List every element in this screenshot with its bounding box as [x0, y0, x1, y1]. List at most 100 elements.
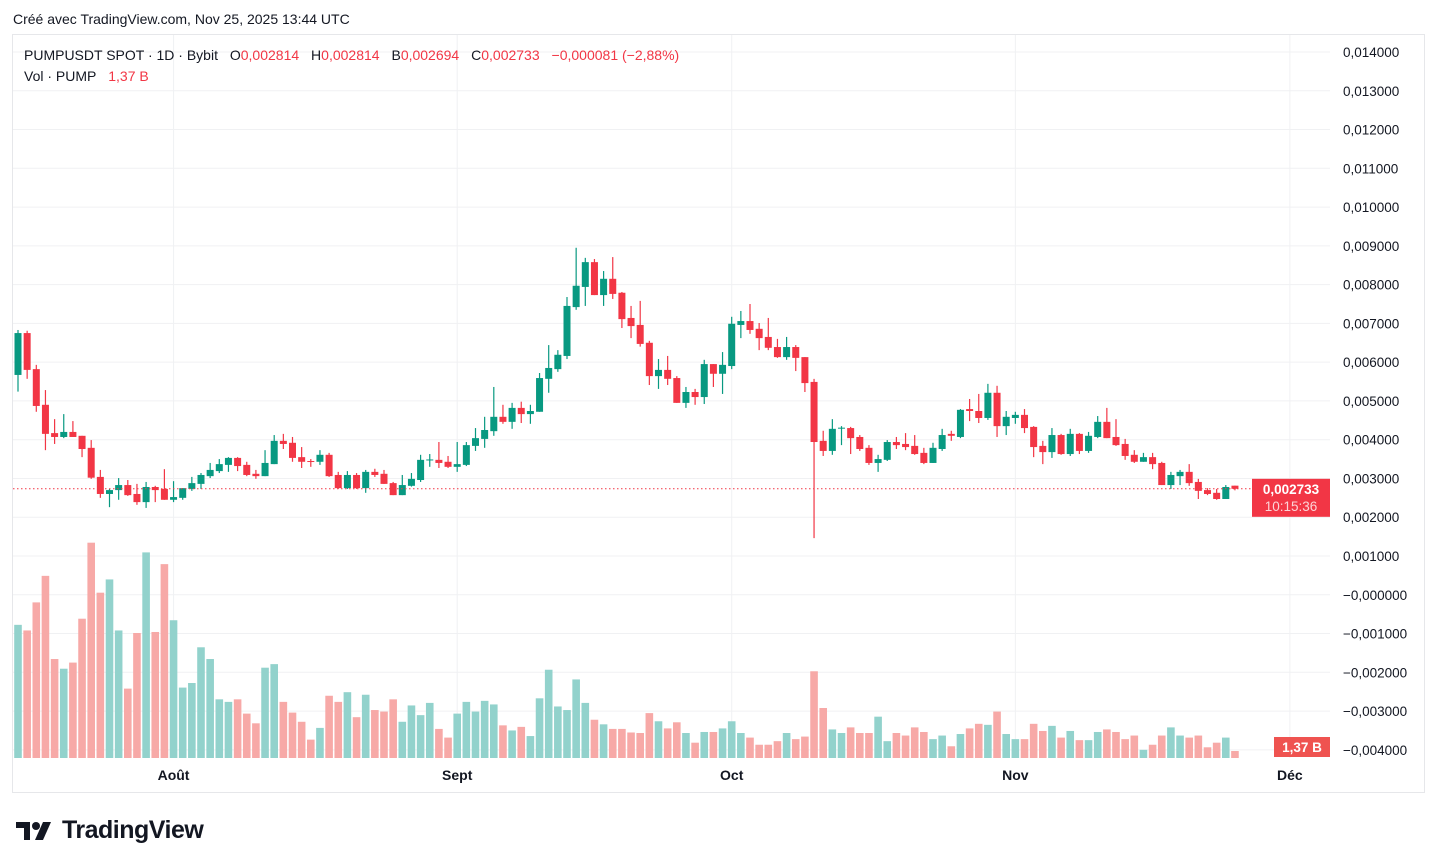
volume-bar — [1075, 740, 1084, 758]
candle-body — [41, 404, 49, 434]
candle — [444, 455, 452, 468]
candle — [1185, 464, 1193, 486]
candle — [1149, 452, 1157, 470]
candle-body — [1075, 433, 1083, 451]
candle-body — [1204, 490, 1211, 494]
candle-body — [773, 347, 781, 358]
candle-body — [1039, 445, 1047, 453]
volume-bar — [1020, 739, 1029, 758]
candle — [1222, 485, 1230, 500]
volume-bar — [14, 624, 22, 758]
candle — [764, 317, 772, 351]
candle-body — [1194, 481, 1202, 491]
volume-bar — [178, 687, 187, 758]
candle-body — [874, 459, 882, 463]
candle-body — [170, 497, 178, 500]
candle — [1103, 407, 1111, 439]
candle — [618, 291, 626, 329]
volume-bar — [133, 633, 141, 758]
volume-bar — [691, 742, 699, 758]
candle — [1176, 469, 1184, 486]
volume-bar — [288, 712, 297, 758]
volume-bar — [270, 664, 278, 758]
candle-body — [572, 285, 580, 308]
volume-bar — [188, 683, 196, 758]
candle — [828, 419, 836, 455]
candle-body — [526, 411, 534, 415]
candle-body — [609, 278, 617, 294]
price-tick-label: 0,001000 — [1343, 549, 1399, 564]
volume-bar — [1002, 734, 1010, 758]
volume-row: Vol · PUMP 1,37 B — [24, 66, 679, 87]
candle — [1021, 409, 1028, 434]
candle-body — [78, 435, 86, 449]
tradingview-logo[interactable]: TradingView — [16, 816, 204, 845]
candle — [600, 271, 608, 306]
volume-bar — [901, 735, 910, 758]
price-tick-label: −0,002000 — [1343, 665, 1407, 680]
candle-body — [966, 409, 974, 412]
candle-body — [746, 321, 754, 330]
candle — [1075, 433, 1083, 455]
volume-bars — [14, 542, 1239, 758]
volume-bar — [856, 733, 864, 758]
volume-bar — [151, 631, 160, 758]
candle — [289, 436, 296, 462]
volume-bar — [1203, 747, 1212, 758]
candle-body — [197, 474, 205, 484]
candle-body — [792, 347, 800, 358]
candle-body — [60, 431, 68, 437]
candle-body — [14, 333, 22, 375]
chart-frame — [12, 34, 1425, 793]
candle-body — [1121, 443, 1129, 456]
candle-body — [325, 454, 333, 477]
candle-body — [655, 369, 662, 377]
candle-body — [1167, 474, 1175, 486]
candle — [810, 378, 818, 539]
volume-bar — [755, 744, 763, 758]
candle-body — [115, 485, 123, 491]
volume-bar — [984, 724, 992, 758]
candle — [307, 459, 315, 467]
close-label: C — [471, 47, 482, 63]
candle — [243, 461, 251, 477]
symbol-label[interactable]: PUMPUSDT SPOT · 1D · Bybit — [24, 47, 218, 63]
candle-body — [124, 485, 132, 496]
candle-body — [600, 278, 608, 296]
candle-body — [764, 336, 772, 348]
volume-bar — [517, 726, 526, 758]
candle — [453, 442, 461, 472]
volume-value: 1,37 B — [108, 68, 149, 84]
volume-bar — [444, 737, 452, 758]
volume-bar — [435, 728, 443, 758]
candle — [1213, 488, 1221, 500]
volume-bar — [1139, 749, 1148, 758]
axis-badges: 0,002733 10:15:36 1,37 B — [13, 478, 1330, 757]
volume-bar — [471, 711, 480, 758]
candle-body — [279, 440, 287, 444]
candle-body — [151, 486, 159, 491]
volume-bar — [929, 739, 937, 758]
time-tick-label: Oct — [720, 767, 744, 783]
candle — [892, 436, 900, 449]
candle — [32, 364, 40, 412]
price-tick-label: 0,007000 — [1343, 316, 1399, 331]
volume-bar — [535, 698, 544, 758]
candle — [847, 426, 855, 455]
candle-body — [353, 474, 361, 489]
candle — [792, 345, 800, 372]
volume-bar — [956, 734, 965, 758]
volume-label[interactable]: Vol · PUMP — [24, 68, 97, 84]
volume-bar — [791, 739, 800, 758]
candle — [691, 388, 699, 405]
candle — [197, 473, 205, 489]
volume-bar — [41, 575, 50, 758]
candle — [252, 469, 260, 479]
candle-body — [444, 461, 452, 467]
candle-body — [206, 469, 214, 477]
candle-body — [298, 457, 306, 462]
candle-body — [1158, 462, 1166, 486]
candle — [938, 428, 946, 451]
candle-body — [536, 378, 544, 412]
